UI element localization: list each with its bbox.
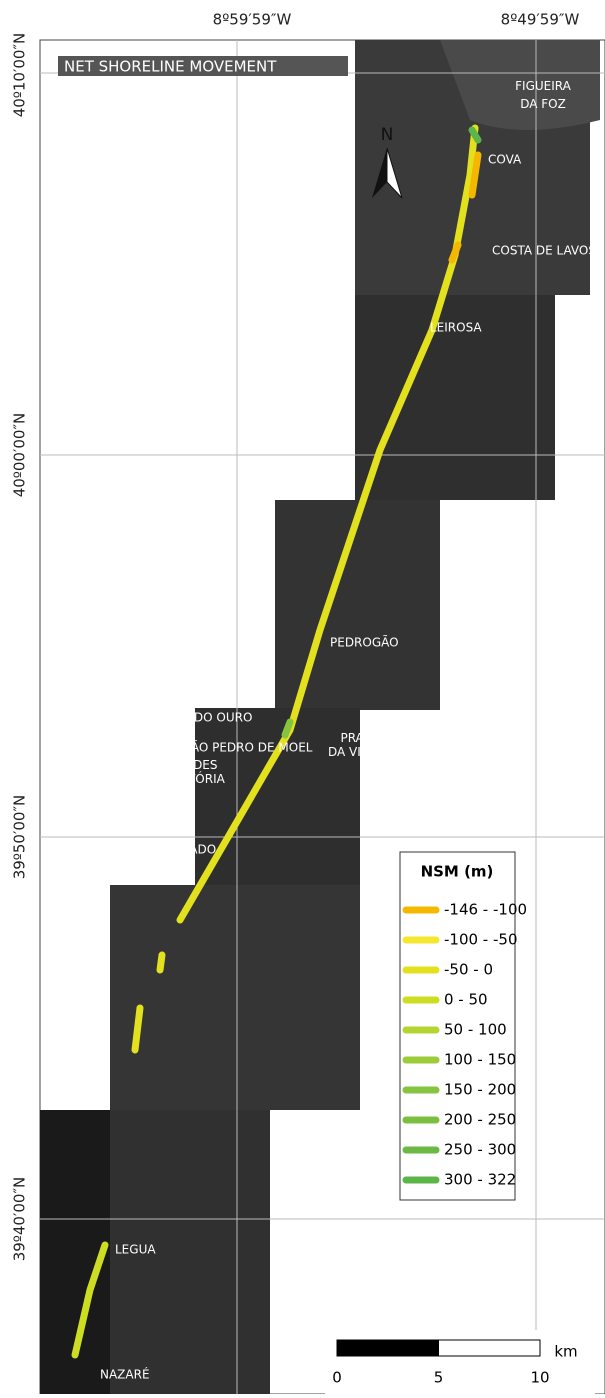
place-label: COVA <box>488 153 522 167</box>
scale-tick-label: 5 <box>434 1369 444 1387</box>
latitude-label: 39º50′00″N <box>11 795 29 880</box>
north-label: N <box>381 125 394 145</box>
legend-label: 300 - 322 <box>444 1171 516 1189</box>
legend-title: NSM (m) <box>421 863 494 881</box>
latitude-label: 40º10′00″N <box>11 33 29 118</box>
place-label: SÃO PEDRO DE MOEL <box>183 740 313 755</box>
place-label: NAZARÉ <box>100 1367 150 1382</box>
scale-segment <box>438 1339 541 1357</box>
place-label: PRAIA DA VIEIRA <box>328 731 389 759</box>
legend-label: 150 - 200 <box>444 1081 516 1099</box>
legend-label: 100 - 150 <box>444 1051 516 1069</box>
legend: NSM (m) -146 - -100 -100 - -50 -50 - 0 0 - 5… <box>399 851 527 1201</box>
longitude-label: 8º49′59″W <box>501 11 580 29</box>
latitude-label: 39º40′00″N <box>11 1177 29 1262</box>
legend-label: 50 - 100 <box>444 1021 507 1039</box>
place-label: LEGUA <box>115 1243 156 1257</box>
scale-bar: 0 5 10 km <box>325 1330 595 1394</box>
legend-label: -100 - -50 <box>444 931 518 949</box>
legend-label: -50 - 0 <box>444 961 493 979</box>
longitude-label: 8º59′59″W <box>213 11 292 29</box>
shoreline <box>71 124 482 1359</box>
scale-segment <box>336 1339 439 1357</box>
place-label: PEDRA DO OURO <box>150 711 252 725</box>
north-arrow <box>372 148 387 198</box>
place-labels: FIGUEIRA DA FOZ COVA COSTA DE LAVOS LEIROSA P… <box>100 79 596 1382</box>
place-label: LEIROSA <box>430 321 482 335</box>
legend-label: -146 - -100 <box>444 901 527 919</box>
scale-unit: km <box>554 1343 577 1361</box>
imagery <box>40 40 600 1394</box>
title-box <box>58 56 348 76</box>
scale-tick-label: 10 <box>530 1369 549 1387</box>
title: NET SHORELINE MOVEMENT <box>64 58 277 76</box>
place-label: VALE FURADO <box>132 843 216 857</box>
place-label: PAREDES DA VITÓRIA <box>155 758 225 786</box>
scale-tick-label: 0 <box>332 1369 342 1387</box>
place-label: COSTA DE LAVOS <box>492 244 596 258</box>
place-label: FIGUEIRA DA FOZ <box>515 79 571 111</box>
legend-label: 200 - 250 <box>444 1111 516 1129</box>
legend-label: 250 - 300 <box>444 1141 516 1159</box>
place-label: PEDROGÃO <box>330 635 399 650</box>
north-arrow <box>386 147 403 199</box>
latitude-label: 40º00′00″N <box>11 413 29 498</box>
legend-label: 0 - 50 <box>444 991 488 1009</box>
